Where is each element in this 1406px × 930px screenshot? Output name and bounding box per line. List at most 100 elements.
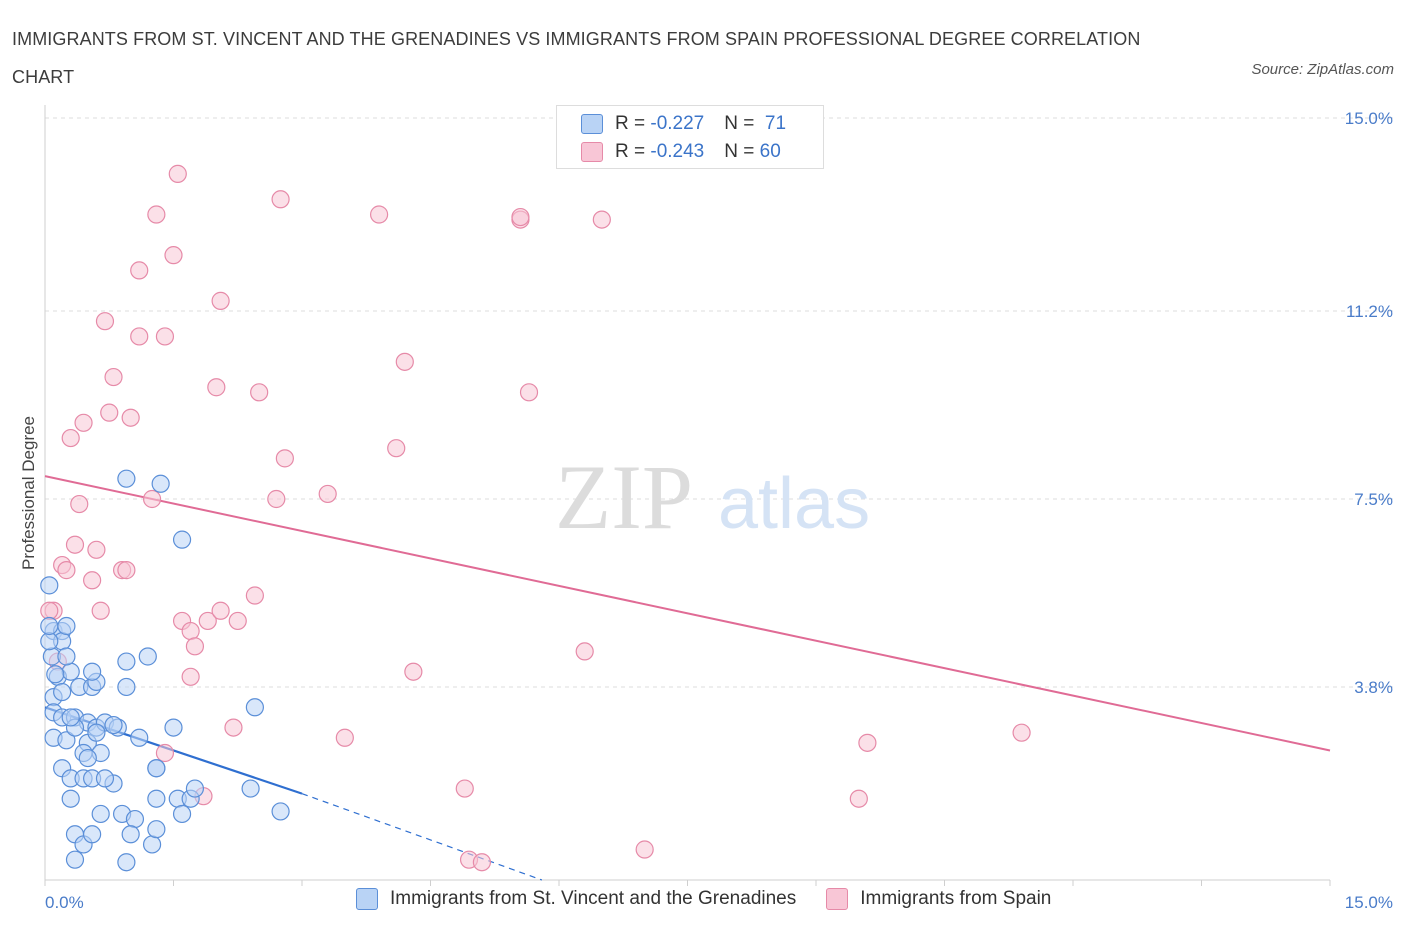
data-point-spain bbox=[250, 383, 269, 402]
data-point-st-vincent bbox=[40, 576, 59, 595]
x-tick-label: 0.0% bbox=[45, 893, 84, 912]
chart-title: IMMIGRANTS FROM ST. VINCENT AND THE GREN… bbox=[12, 29, 1141, 87]
data-point-st-vincent bbox=[117, 469, 136, 488]
y-axis-label: Professional Degree bbox=[19, 416, 38, 570]
data-point-st-vincent bbox=[95, 769, 115, 788]
data-point-spain bbox=[275, 449, 294, 468]
data-point-spain bbox=[207, 378, 226, 397]
bottom-legend: Immigrants from St. Vincent and the Gren… bbox=[356, 888, 1081, 910]
data-point-spain bbox=[198, 611, 217, 631]
data-point-st-vincent bbox=[87, 723, 106, 742]
data-point-st-vincent bbox=[117, 677, 136, 697]
data-point-st-vincent bbox=[57, 647, 76, 666]
data-point-spain bbox=[404, 662, 423, 681]
data-point-spain bbox=[635, 840, 654, 859]
data-point-spain bbox=[164, 246, 183, 265]
bottom-legend-swatch-pink bbox=[826, 888, 849, 910]
data-point-st-vincent bbox=[245, 698, 264, 717]
data-point-st-vincent bbox=[40, 632, 59, 651]
legend-r-value: -0.227 bbox=[650, 113, 705, 134]
data-point-spain bbox=[121, 408, 140, 427]
data-point-spain bbox=[185, 637, 205, 656]
data-point-spain bbox=[395, 352, 414, 371]
data-point-spain bbox=[387, 439, 406, 458]
data-point-st-vincent bbox=[185, 779, 205, 798]
data-point-st-vincent bbox=[53, 682, 72, 702]
data-point-st-vincent bbox=[61, 662, 80, 681]
data-point-spain bbox=[70, 494, 89, 514]
data-point-spain bbox=[318, 484, 337, 504]
watermark-zip: ZIP bbox=[555, 446, 693, 548]
data-point-spain bbox=[95, 312, 115, 331]
data-point-spain bbox=[370, 205, 389, 224]
x-tick-label: 15.0% bbox=[1345, 893, 1393, 912]
data-point-spain bbox=[104, 367, 123, 387]
data-point-spain bbox=[142, 489, 162, 509]
data-point-st-vincent bbox=[46, 665, 65, 684]
data-point-st-vincent bbox=[147, 820, 166, 839]
series-st-vincent-points bbox=[40, 469, 290, 872]
data-point-spain bbox=[858, 733, 877, 752]
bottom-legend-swatch-blue bbox=[356, 888, 378, 910]
legend: R = -0.227 N = 71 R = -0.243 N = 60 bbox=[556, 105, 824, 169]
data-point-spain bbox=[335, 728, 354, 747]
bottom-legend-st-vincent: Immigrants from St. Vincent and the Gren… bbox=[356, 888, 796, 910]
data-point-spain bbox=[245, 586, 264, 605]
data-point-spain bbox=[849, 789, 868, 808]
data-point-spain bbox=[74, 413, 93, 432]
data-point-st-vincent bbox=[138, 647, 157, 666]
data-point-st-vincent bbox=[147, 759, 166, 778]
legend-r-value: -0.243 bbox=[650, 141, 705, 162]
data-point-spain bbox=[271, 190, 290, 209]
y-tick-label: 15.0% bbox=[1345, 109, 1393, 128]
series-spain-points bbox=[40, 164, 1031, 872]
data-point-spain bbox=[61, 428, 80, 448]
bottom-legend-label-spain: Immigrants from Spain bbox=[860, 888, 1052, 909]
data-point-st-vincent bbox=[65, 850, 85, 869]
data-point-spain bbox=[147, 205, 166, 224]
data-point-spain bbox=[455, 779, 474, 798]
data-point-st-vincent bbox=[57, 616, 76, 636]
data-point-spain bbox=[181, 667, 200, 686]
data-point-spain bbox=[40, 601, 59, 620]
data-point-spain bbox=[57, 561, 76, 580]
legend-r-label: R = bbox=[615, 141, 651, 162]
data-point-spain bbox=[519, 383, 539, 402]
data-point-spain bbox=[168, 164, 187, 183]
data-point-st-vincent bbox=[104, 715, 123, 735]
data-point-st-vincent bbox=[40, 616, 59, 636]
legend-r-label: R = bbox=[615, 113, 651, 134]
data-point-spain bbox=[87, 540, 106, 559]
source-label: Source: ZipAtlas.com bbox=[1251, 61, 1394, 78]
data-point-st-vincent bbox=[271, 802, 290, 821]
data-point-spain bbox=[181, 621, 200, 641]
y-tick-label: 7.5% bbox=[1354, 490, 1393, 509]
data-point-st-vincent bbox=[172, 804, 192, 824]
data-point-st-vincent bbox=[83, 825, 102, 844]
legend-swatch-pink bbox=[581, 142, 603, 162]
data-point-st-vincent bbox=[130, 728, 149, 747]
data-point-st-vincent bbox=[172, 530, 192, 549]
data-point-spain bbox=[155, 743, 175, 763]
data-point-spain bbox=[83, 571, 102, 590]
data-point-spain bbox=[211, 601, 230, 620]
data-point-st-vincent bbox=[83, 662, 102, 681]
data-point-st-vincent bbox=[91, 804, 110, 824]
data-point-spain bbox=[91, 601, 110, 620]
legend-row-spain: R = -0.243 N = 60 bbox=[581, 138, 781, 166]
data-point-st-vincent bbox=[117, 652, 136, 671]
data-point-st-vincent bbox=[57, 731, 76, 750]
legend-swatch-blue bbox=[581, 114, 603, 134]
data-point-st-vincent bbox=[61, 789, 80, 808]
data-point-spain bbox=[155, 327, 175, 346]
data-point-st-vincent bbox=[61, 708, 80, 727]
data-point-spain bbox=[100, 403, 119, 422]
bottom-legend-spain: Immigrants from Spain bbox=[826, 888, 1051, 910]
y-tick-label: 3.8% bbox=[1354, 678, 1393, 697]
data-point-st-vincent bbox=[142, 835, 162, 854]
data-point-spain bbox=[511, 207, 530, 227]
data-point-spain bbox=[130, 327, 149, 346]
y-tick-label: 11.2% bbox=[1346, 302, 1393, 321]
tick-labels: 3.8% 7.5% 11.2% 15.0% 0.0% 15.0% bbox=[45, 109, 1393, 912]
data-point-st-vincent bbox=[241, 779, 260, 798]
